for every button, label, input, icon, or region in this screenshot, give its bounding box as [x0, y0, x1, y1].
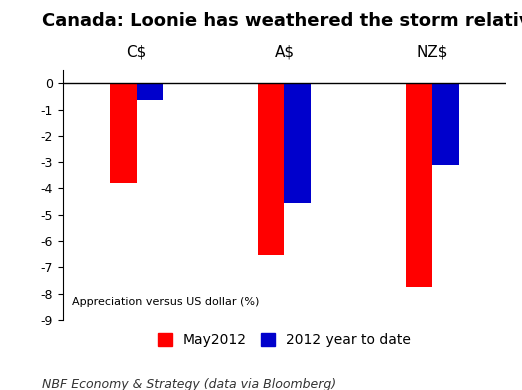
Bar: [258, 83, 284, 255]
Legend: May2012, 2012 year to date: May2012, 2012 year to date: [152, 328, 417, 353]
Bar: [137, 83, 163, 100]
Text: Canada: Loonie has weathered the storm relatively well: Canada: Loonie has weathered the storm r…: [42, 12, 522, 30]
Text: Appreciation versus US dollar (%): Appreciation versus US dollar (%): [72, 297, 259, 307]
Text: NBF Economy & Strategy (data via Bloomberg): NBF Economy & Strategy (data via Bloombe…: [42, 378, 336, 390]
Bar: [110, 83, 137, 183]
Bar: [284, 83, 311, 203]
Bar: [432, 83, 459, 165]
Bar: [406, 83, 432, 287]
